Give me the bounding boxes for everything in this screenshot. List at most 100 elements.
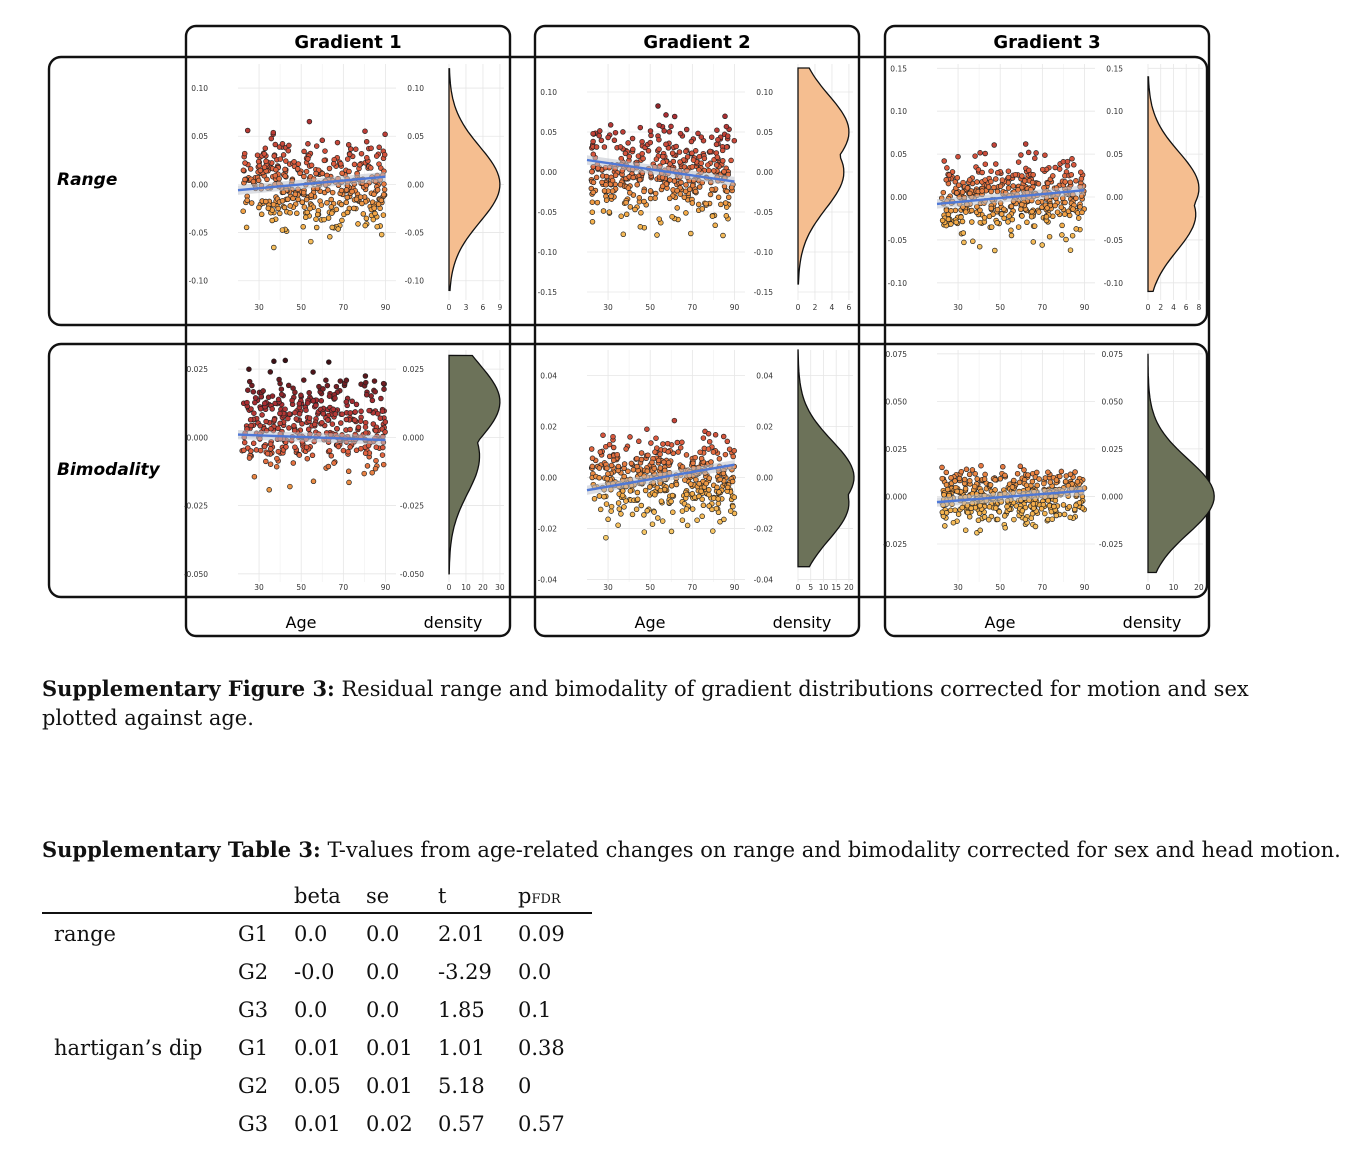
data-point <box>618 213 624 219</box>
data-point <box>1006 213 1012 219</box>
data-point <box>708 459 714 465</box>
data-point <box>621 461 628 467</box>
y-tick-label: -0.02 <box>538 524 558 533</box>
data-point <box>638 456 645 463</box>
data-point <box>723 144 730 150</box>
data-point <box>673 481 680 488</box>
row-label <box>42 1104 238 1142</box>
data-point <box>652 190 659 197</box>
x-tick-label: 30 <box>603 303 613 312</box>
data-point <box>706 503 712 509</box>
data-point <box>1039 166 1046 173</box>
y-tick-label: 0.00 <box>191 180 208 189</box>
data-point <box>333 206 340 213</box>
data-point <box>332 411 339 417</box>
data-point <box>688 481 694 487</box>
data-point <box>641 198 647 205</box>
x-tick-label: 10 <box>1169 583 1179 592</box>
data-point <box>1063 236 1069 243</box>
data-point <box>668 123 674 130</box>
data-point <box>1077 204 1083 210</box>
data-point <box>1036 476 1042 482</box>
data-point <box>659 183 666 190</box>
data-point <box>372 465 379 472</box>
data-point <box>290 460 297 466</box>
supplementary-figure-3: Gradient 1 Age density Gradient 2 Age density… <box>47 24 1215 638</box>
data-point <box>606 209 613 215</box>
data-point <box>1005 185 1012 191</box>
data-point <box>277 420 283 427</box>
data-point <box>689 491 696 497</box>
data-point <box>331 460 337 466</box>
x-tick-label: 30 <box>953 583 963 592</box>
x-tick-label: 70 <box>339 303 349 312</box>
data-point <box>993 176 999 182</box>
data-point <box>323 377 329 383</box>
data-point <box>329 189 336 196</box>
data-point <box>374 187 381 193</box>
scatter-panel: 0.15 0.10 0.05 0.00 -0.05 -0.10 30 50 70 90 <box>888 64 1095 312</box>
y-tick-label: -0.025 <box>1099 540 1123 549</box>
data-point <box>358 445 364 452</box>
data-point <box>619 492 626 499</box>
data-point <box>988 205 994 212</box>
data-point <box>671 113 678 120</box>
data-point <box>303 444 310 450</box>
data-point <box>723 123 730 130</box>
data-point <box>244 399 250 406</box>
data-point <box>302 214 309 221</box>
data-point <box>959 189 966 195</box>
data-point <box>590 189 596 196</box>
x-tick-label: 0 <box>447 303 452 312</box>
data-point <box>969 219 975 225</box>
data-point <box>715 500 722 507</box>
x-tick-label: 30 <box>254 303 264 312</box>
data-point <box>668 483 675 489</box>
data-point <box>975 517 982 524</box>
data-point <box>326 359 332 365</box>
data-point <box>609 188 616 194</box>
data-point <box>940 189 947 196</box>
t-cell: 1.01 <box>438 1035 485 1060</box>
data-point <box>615 522 621 528</box>
data-point <box>678 179 684 186</box>
x-tick-label: 9 <box>498 303 503 312</box>
data-point <box>334 139 341 146</box>
data-point <box>994 516 1001 523</box>
data-point <box>1024 219 1030 226</box>
data-point <box>292 191 299 198</box>
data-point <box>380 212 387 218</box>
data-point <box>271 417 278 423</box>
data-point <box>625 140 631 146</box>
data-point <box>696 153 703 160</box>
data-point <box>692 454 698 461</box>
data-point <box>644 426 650 432</box>
data-point <box>304 400 311 406</box>
data-point <box>606 441 613 448</box>
data-point <box>972 471 978 477</box>
data-point <box>347 426 353 433</box>
density-panel: 0.075 0.050 0.025 0.000 -0.025 0 10 20 <box>1099 350 1215 592</box>
data-point <box>727 508 734 514</box>
data-point <box>720 232 726 239</box>
data-point <box>325 417 331 423</box>
data-point <box>320 411 327 417</box>
data-point <box>608 508 614 514</box>
table-caption: Supplementary Table 3: T-values from age… <box>42 835 1342 865</box>
data-point <box>975 167 982 173</box>
table-body: range G1 0.0 0.0 2.01 0.09 G2 -0.0 0.0 -3.29 0.0 G3… <box>42 913 592 1142</box>
y-tick-label: -0.05 <box>1104 236 1124 245</box>
data-point <box>605 134 611 141</box>
data-point <box>966 177 973 183</box>
data-point <box>623 211 630 218</box>
x-tick-label: 90 <box>730 303 740 312</box>
x-tick-label: 50 <box>296 303 306 312</box>
data-point <box>1028 213 1035 220</box>
data-point <box>279 198 286 204</box>
data-point <box>305 426 312 433</box>
data-point <box>700 435 707 441</box>
data-point <box>713 141 720 148</box>
data-point <box>373 153 380 159</box>
data-point <box>629 135 636 142</box>
data-point <box>247 166 254 172</box>
